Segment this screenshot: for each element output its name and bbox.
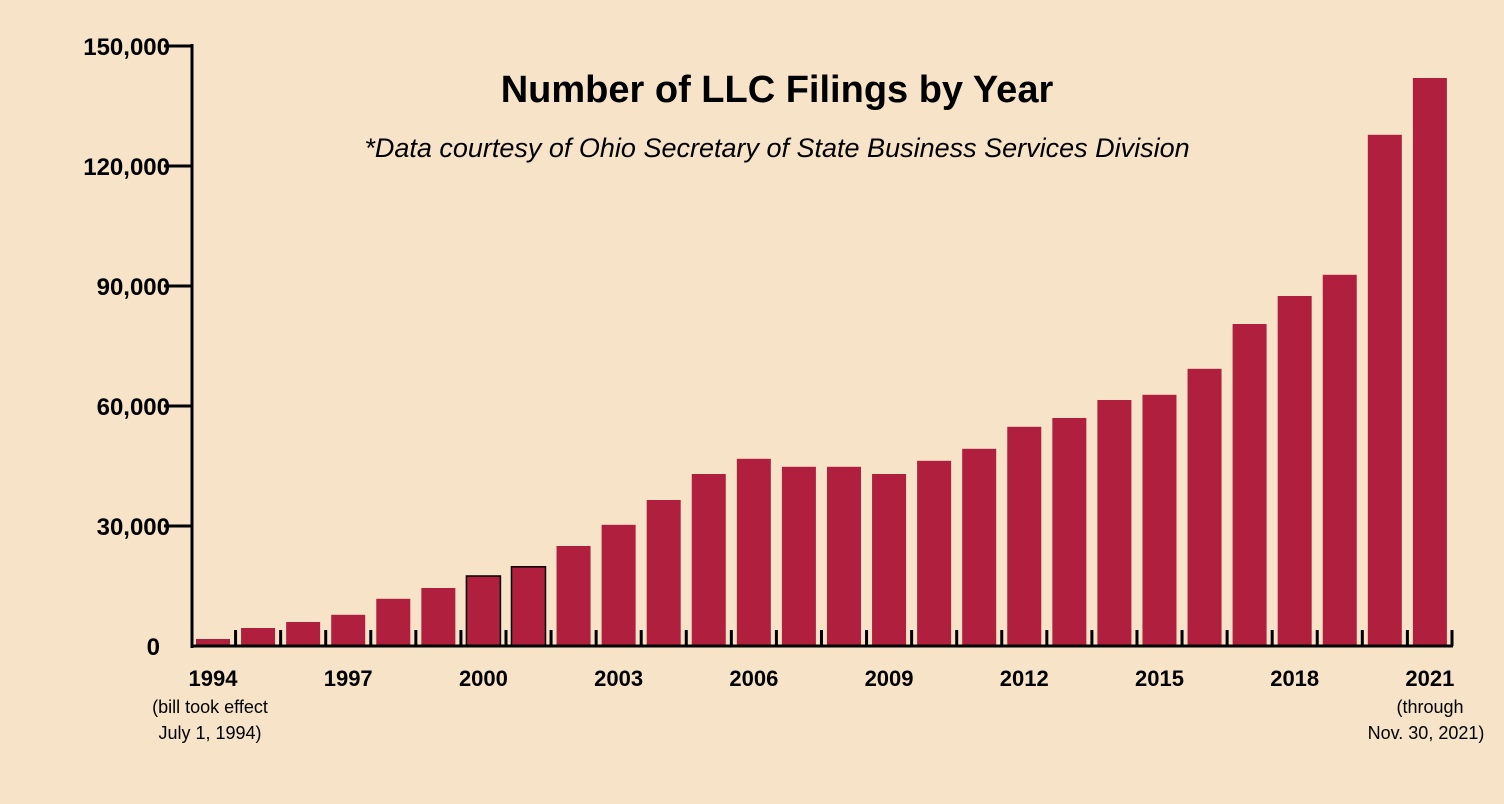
- x-tick-label: 1994: [189, 666, 239, 691]
- y-tick-label: 30,000: [97, 514, 170, 541]
- bar-2016: [1187, 368, 1222, 646]
- bar-2007: [781, 466, 816, 646]
- last-year-note-line2: Nov. 30, 2021): [1368, 723, 1485, 743]
- bar-2002: [556, 546, 591, 646]
- y-tick-label: 150,000: [83, 34, 170, 61]
- bar-1995: [241, 628, 276, 646]
- x-tick-label: 2000: [459, 666, 508, 691]
- y-tick-label: 0: [147, 634, 160, 661]
- bar-2018: [1277, 296, 1312, 646]
- bar-2005: [691, 474, 726, 646]
- chart-title: Number of LLC Filings by Year: [501, 69, 1054, 111]
- bar-2009: [872, 474, 907, 646]
- bar-2012: [1007, 426, 1042, 646]
- x-tick-label: 1997: [324, 666, 373, 691]
- bar-2001: [510, 566, 547, 647]
- bar-2020: [1367, 134, 1402, 647]
- bars: [196, 78, 1447, 647]
- bar-1997: [331, 614, 366, 646]
- bar-1996: [286, 622, 321, 646]
- x-axis: 1994 1997 2000 2003 2006 2009 2012 2015 2018 2021: [189, 630, 1454, 691]
- bar-2008: [826, 466, 861, 646]
- x-tick-label: 2018: [1270, 666, 1319, 691]
- bar-2015: [1142, 394, 1177, 646]
- chart-subtitle: *Data courtesy of Ohio Secretary of Stat…: [364, 133, 1189, 163]
- bar-1998: [376, 598, 411, 646]
- y-tick-label: 90,000: [97, 274, 170, 301]
- x-tick-label: 2003: [594, 666, 643, 691]
- bar-2021: [1412, 78, 1447, 646]
- bar-2013: [1052, 418, 1087, 646]
- bar-1999: [421, 588, 456, 646]
- bar-2010: [917, 460, 952, 646]
- bar-2004: [646, 500, 681, 646]
- bar-2017: [1232, 324, 1267, 646]
- x-tick-label: 2021: [1405, 666, 1454, 691]
- x-tick-label: 2009: [865, 666, 914, 691]
- x-tick-label: 2006: [729, 666, 778, 691]
- first-year-note-line1: (bill took effect: [152, 697, 268, 717]
- bar-2011: [962, 448, 997, 646]
- y-tick-label: 60,000: [97, 394, 170, 421]
- bar-2000: [465, 575, 502, 647]
- y-tick-label: 120,000: [83, 154, 170, 181]
- last-year-note-line1: (through: [1396, 697, 1463, 717]
- bar-2019: [1322, 274, 1357, 646]
- x-tick-label: 2015: [1135, 666, 1184, 691]
- y-axis: 0 30,000 60,000 90,000 120,000 150,000: [83, 34, 194, 661]
- bar-2014: [1097, 400, 1132, 646]
- bar-2003: [601, 524, 636, 646]
- first-year-note-line2: July 1, 1994): [158, 723, 261, 743]
- bar-1994: [196, 639, 230, 646]
- bar-2006: [736, 458, 771, 646]
- x-tick-label: 2012: [1000, 666, 1049, 691]
